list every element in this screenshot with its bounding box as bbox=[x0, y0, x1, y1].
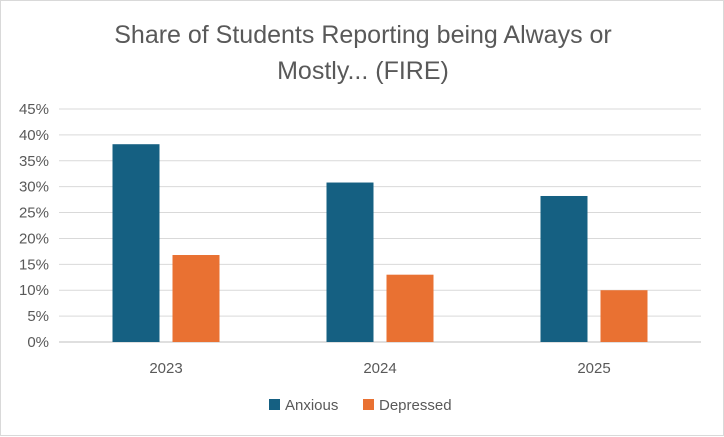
legend-label-depressed: Depressed bbox=[379, 397, 452, 414]
bar-anxious-2023 bbox=[112, 144, 160, 342]
y-tick-label: 40% bbox=[19, 127, 49, 144]
x-axis-tick-labels: 2023 2024 2025 bbox=[149, 360, 610, 377]
y-tick-label: 15% bbox=[19, 256, 49, 273]
legend-swatch-depressed bbox=[363, 399, 374, 410]
bar-depressed-2025 bbox=[600, 290, 648, 342]
bar-anxious-2025 bbox=[540, 195, 588, 342]
y-tick-label: 10% bbox=[19, 282, 49, 299]
legend-label-anxious: Anxious bbox=[285, 397, 338, 414]
bar-depressed-2023 bbox=[172, 255, 220, 342]
y-tick-label: 45% bbox=[19, 101, 49, 118]
gridlines bbox=[59, 108, 701, 343]
bar-depressed-2024 bbox=[386, 274, 434, 342]
y-tick-label: 20% bbox=[19, 230, 49, 247]
y-tick-label: 5% bbox=[27, 308, 49, 325]
x-tick-label: 2023 bbox=[149, 360, 182, 377]
bars bbox=[112, 144, 648, 342]
x-tick-label: 2025 bbox=[577, 360, 610, 377]
y-axis-tick-labels: 0% 5% 10% 15% 20% 25% 30% 35% 40% 45% bbox=[19, 101, 49, 351]
legend: Anxious Depressed bbox=[269, 397, 452, 414]
x-tick-label: 2024 bbox=[363, 360, 396, 377]
y-tick-label: 0% bbox=[27, 334, 49, 351]
legend-swatch-anxious bbox=[269, 399, 280, 410]
chart-title-line-1: Share of Students Reporting being Always… bbox=[114, 21, 612, 49]
y-tick-label: 30% bbox=[19, 179, 49, 196]
bar-anxious-2024 bbox=[326, 182, 374, 342]
chart-title-line-2: Mostly... (FIRE) bbox=[277, 57, 449, 85]
y-tick-label: 35% bbox=[19, 153, 49, 170]
y-tick-label: 25% bbox=[19, 205, 49, 222]
